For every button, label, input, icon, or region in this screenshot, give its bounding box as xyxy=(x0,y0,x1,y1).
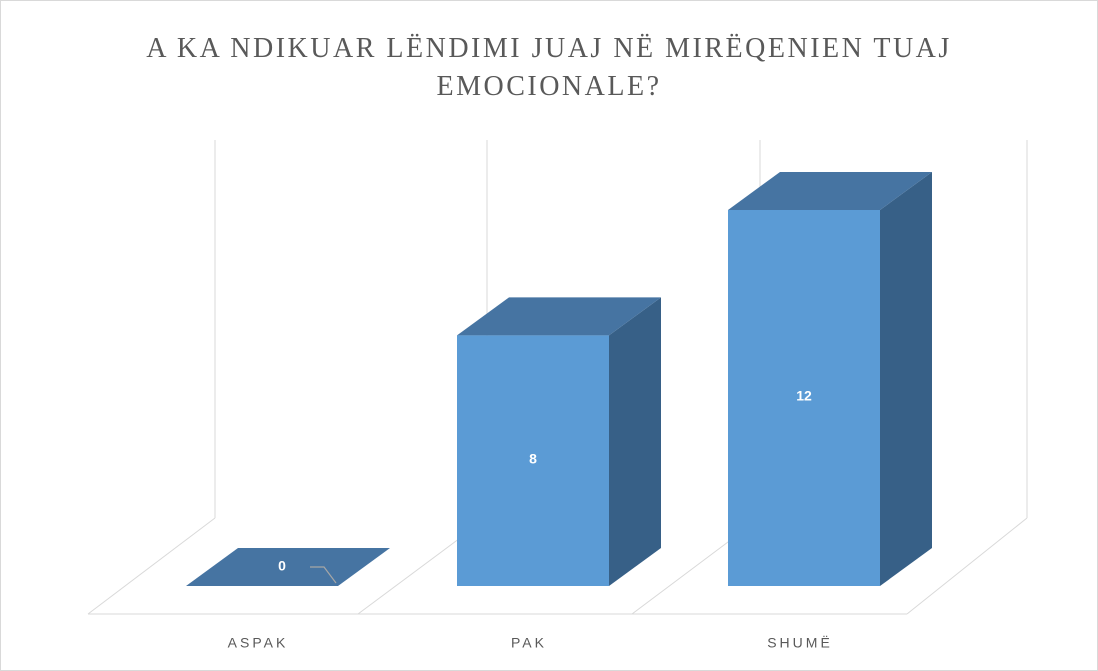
bar-front xyxy=(457,335,609,586)
data-label: 12 xyxy=(796,388,812,404)
chart-title: A KA NDIKUAR LËNDIMI JUAJ NË MIRËQENIEN … xyxy=(146,33,952,102)
bar-side xyxy=(880,172,932,586)
bar-side xyxy=(609,297,661,586)
data-label: 8 xyxy=(529,450,537,466)
bar xyxy=(728,172,932,586)
bar-top xyxy=(728,172,932,210)
x-tick-label: PAK xyxy=(511,635,547,651)
floor-line xyxy=(906,517,1028,615)
bar xyxy=(457,297,661,586)
bar-front xyxy=(728,210,880,586)
bar-top xyxy=(186,548,390,586)
data-label: 0 xyxy=(278,558,286,574)
x-tick-label: ASPAK xyxy=(228,635,289,651)
bar-top xyxy=(457,297,661,336)
bar xyxy=(186,548,390,586)
floor-line xyxy=(87,517,216,615)
leader-line xyxy=(310,566,337,584)
x-tick-label: SHUMË xyxy=(767,635,833,651)
